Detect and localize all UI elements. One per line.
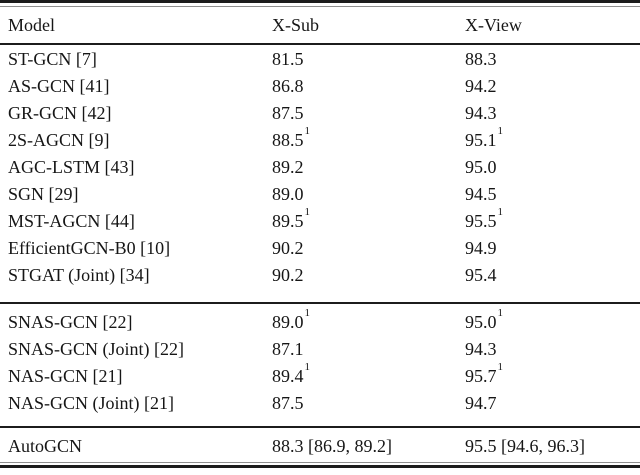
xview-cell: 94.2	[465, 76, 497, 96]
footnote-marker: 1	[304, 361, 311, 374]
model-cell: EfficientGCN-B0 [10]	[8, 238, 171, 258]
xsub-cell: 87.5	[272, 393, 304, 413]
model-cell: SNAS-GCN [22]	[8, 312, 133, 332]
xsub-cell: 88.51	[272, 125, 311, 150]
xsub-cell: 89.2	[272, 157, 304, 177]
xsub-cell: 81.5	[272, 49, 304, 69]
xsub-cell: 89.41	[272, 361, 311, 386]
xsub-cell: 87.5	[272, 103, 304, 123]
xview-cell: 94.3	[465, 339, 497, 359]
xview-cell: 94.9	[465, 238, 497, 258]
table-row: MST-AGCN [44] 89.51 95.51	[0, 206, 640, 235]
xsub-cell: 90.2	[272, 238, 304, 258]
table-row: NAS-GCN (Joint) [21] 87.5 94.7	[0, 390, 640, 417]
xsub-cell: 87.1	[272, 339, 304, 359]
model-cell: AS-GCN [41]	[8, 76, 110, 96]
top-rule-thick	[0, 0, 640, 3]
xview-cell: 94.3	[465, 103, 497, 123]
table-row: SGN [29] 89.0 94.5	[0, 181, 640, 208]
xsub-cell: 89.0	[272, 184, 304, 204]
footnote-marker: 1	[497, 125, 504, 138]
group-divider-rule	[0, 426, 640, 428]
model-cell: MST-AGCN [44]	[8, 211, 135, 231]
footnote-marker: 1	[304, 206, 311, 219]
table-row: SNAS-GCN [22] 89.01 95.01	[0, 307, 640, 336]
top-rule-thin	[0, 6, 640, 7]
table-group: SNAS-GCN [22] 89.01 95.01 SNAS-GCN (Joint) …	[0, 304, 640, 426]
xview-cell: 88.3	[465, 49, 497, 69]
table-body: ST-GCN [7] 81.5 88.3 AS-GCN [41] 86.8 94.2 GR-…	[0, 45, 640, 462]
xview-cell: 95.71	[465, 361, 504, 386]
model-cell: NAS-GCN (Joint) [21]	[8, 393, 174, 413]
table-row: GR-GCN [42] 87.5 94.3	[0, 100, 640, 127]
model-cell: SNAS-GCN (Joint) [22]	[8, 339, 185, 359]
table-row: AS-GCN [41] 86.8 94.2	[0, 73, 640, 100]
xview-cell: 95.11	[465, 125, 504, 150]
table-row: 2S-AGCN [9] 88.51 95.11	[0, 125, 640, 154]
xview-cell: 95.51	[465, 206, 504, 231]
xsub-cell: 89.01	[272, 307, 311, 332]
group-divider-rule	[0, 302, 640, 304]
table-row: NAS-GCN [21] 89.41 95.71	[0, 361, 640, 390]
xview-cell: 95.01	[465, 307, 504, 332]
footnote-marker: 1	[304, 125, 311, 138]
model-cell: ST-GCN [7]	[8, 49, 97, 69]
xsub-cell: 90.2	[272, 265, 304, 285]
column-header-xview: X-View	[465, 15, 522, 35]
bottom-rule-thin	[0, 462, 640, 463]
model-cell: SGN [29]	[8, 184, 79, 204]
bottom-rule-thick	[0, 465, 640, 468]
model-cell: AGC-LSTM [43]	[8, 157, 135, 177]
footnote-marker: 1	[497, 206, 504, 219]
footnote-marker: 1	[497, 307, 504, 320]
xsub-cell: 88.3 [86.9, 89.2]	[272, 436, 392, 456]
xsub-cell: 86.8	[272, 76, 304, 96]
footnote-marker: 1	[304, 307, 311, 320]
table-row: ST-GCN [7] 81.5 88.3	[0, 46, 640, 73]
table-group: AutoGCN 88.3 [86.9, 89.2] 95.5 [94.6, 96.3…	[0, 428, 640, 462]
column-header-model: Model	[8, 15, 55, 35]
xview-cell: 95.5 [94.6, 96.3]	[465, 436, 585, 456]
table-group: ST-GCN [7] 81.5 88.3 AS-GCN [41] 86.8 94.2 GR-…	[0, 45, 640, 302]
xview-cell: 95.4	[465, 265, 497, 285]
model-cell: 2S-AGCN [9]	[8, 130, 110, 150]
footnote-marker: 1	[497, 361, 504, 374]
xview-cell: 94.5	[465, 184, 497, 204]
xview-cell: 95.0	[465, 157, 497, 177]
table-row: STGAT (Joint) [34] 90.2 95.4	[0, 262, 640, 289]
table-row: SNAS-GCN (Joint) [22] 87.1 94.3	[0, 336, 640, 363]
table-header-row: Model X-Sub X-View	[0, 7, 640, 43]
table-row: AutoGCN 88.3 [86.9, 89.2] 95.5 [94.6, 96.3…	[0, 433, 640, 460]
header-divider-rule	[0, 43, 640, 45]
model-cell: NAS-GCN [21]	[8, 366, 123, 386]
table-row: EfficientGCN-B0 [10] 90.2 94.9	[0, 235, 640, 262]
table-row: AGC-LSTM [43] 89.2 95.0	[0, 154, 640, 181]
xsub-cell: 89.51	[272, 206, 311, 231]
model-cell: STGAT (Joint) [34]	[8, 265, 150, 285]
model-cell: GR-GCN [42]	[8, 103, 112, 123]
xview-cell: 94.7	[465, 393, 497, 413]
model-cell: AutoGCN	[8, 436, 83, 456]
column-header-xsub: X-Sub	[272, 15, 320, 35]
